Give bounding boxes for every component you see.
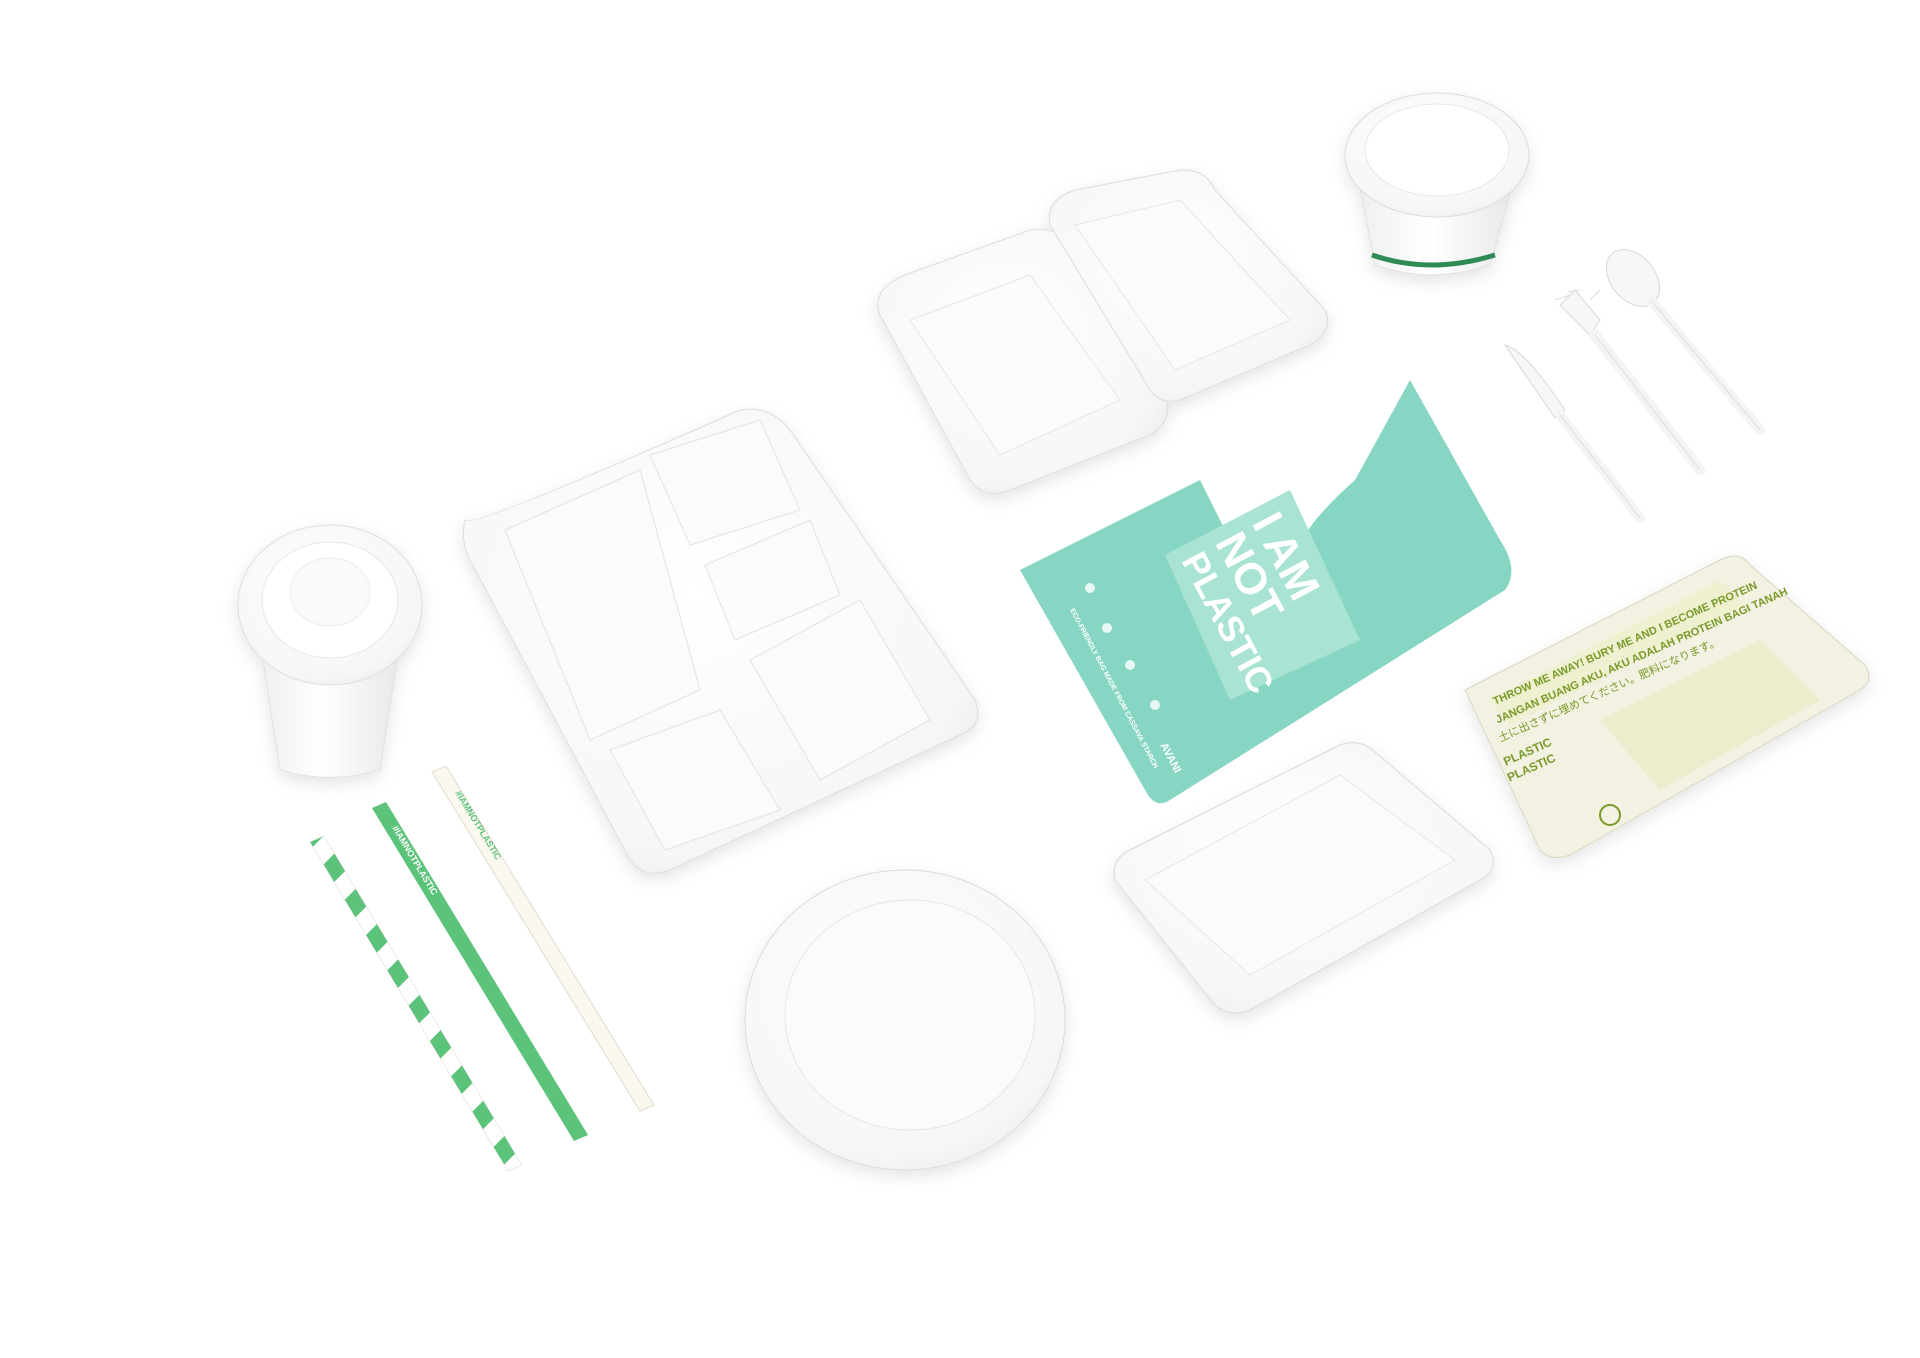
- info-icon-2: [1102, 623, 1112, 633]
- coffee-cup: [237, 524, 423, 778]
- spoon: [1605, 249, 1765, 435]
- cassava-bag: I AM NOT PLASTIC ECO-FRIENDLY BAG MADE F…: [1020, 380, 1512, 804]
- info-icon-4: [1150, 700, 1160, 710]
- clamshell-box: [877, 169, 1329, 494]
- knife: [1503, 344, 1645, 523]
- cutlery-set: [1503, 249, 1765, 523]
- recycle-icon: [1599, 804, 1621, 826]
- green-straw-text: #IAMNOTPLASTIC: [390, 824, 440, 897]
- food-tray: [1113, 742, 1494, 1014]
- fork: [1554, 289, 1706, 476]
- soup-cup: [1344, 92, 1530, 276]
- compartment-tray: [462, 408, 979, 874]
- round-bowl: [744, 869, 1066, 1171]
- white-straw-text: #IAMNOTPLASTIC: [453, 789, 503, 862]
- info-icon-3: [1125, 660, 1135, 670]
- info-icon-1: [1085, 583, 1095, 593]
- wrapped-pack: THROW ME AWAY! BURY ME AND I BECOME PROT…: [1464, 555, 1870, 859]
- striped-straw: [309, 835, 523, 1172]
